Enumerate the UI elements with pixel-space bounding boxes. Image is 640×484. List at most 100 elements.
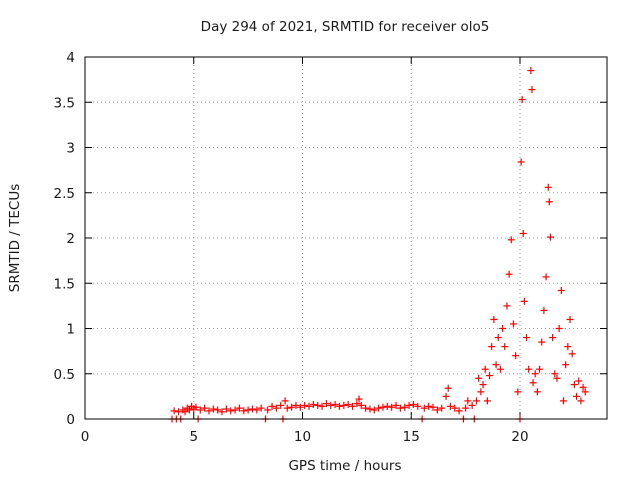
plot-frame xyxy=(84,56,608,420)
data-point xyxy=(433,406,441,414)
data-point xyxy=(566,315,574,323)
data-point xyxy=(218,408,226,416)
chart-title: Day 294 of 2021, SRMTID for receiver olo… xyxy=(201,19,490,35)
x-tick-label: 0 xyxy=(81,429,90,445)
y-tick-label: 2.5 xyxy=(54,186,75,202)
y-tick-label: 3.5 xyxy=(54,95,75,111)
data-point xyxy=(327,401,335,409)
data-point xyxy=(244,406,252,414)
data-point xyxy=(388,403,396,411)
data-point xyxy=(575,377,583,385)
data-point xyxy=(355,395,363,403)
data-point xyxy=(227,407,235,415)
data-point xyxy=(519,229,527,237)
data-point xyxy=(409,401,417,409)
data-point xyxy=(429,403,437,411)
data-point xyxy=(531,370,539,378)
data-point xyxy=(488,343,496,351)
data-point xyxy=(205,407,213,415)
data-point xyxy=(277,401,285,409)
data-point xyxy=(509,320,517,328)
data-point xyxy=(305,402,313,410)
data-point xyxy=(420,404,428,412)
data-point xyxy=(536,365,544,373)
data-point xyxy=(175,408,183,416)
data-point xyxy=(301,401,309,409)
x-tick-label: 20 xyxy=(511,429,528,445)
data-point xyxy=(201,404,209,412)
data-point xyxy=(494,334,502,342)
data-point xyxy=(288,403,296,411)
x-tick-label: 15 xyxy=(403,429,420,445)
y-tick-label: 0 xyxy=(66,412,75,428)
data-point xyxy=(570,381,578,389)
data-point xyxy=(396,404,404,412)
data-point xyxy=(568,350,576,358)
data-point xyxy=(362,404,370,412)
data-point xyxy=(314,401,322,409)
data-point xyxy=(555,325,563,332)
data-point xyxy=(383,402,391,410)
data-point xyxy=(318,402,326,410)
data-point xyxy=(414,402,422,410)
data-point xyxy=(253,406,261,414)
data-point xyxy=(322,400,330,408)
data-point xyxy=(475,374,483,382)
data-point xyxy=(486,372,494,380)
data-point xyxy=(296,403,304,411)
data-point xyxy=(546,233,554,241)
data-point xyxy=(496,365,504,373)
data-point xyxy=(379,403,387,411)
data-point xyxy=(562,361,570,369)
data-point xyxy=(520,297,528,305)
data-point xyxy=(401,403,409,411)
data-point xyxy=(549,334,557,342)
data-point xyxy=(192,403,200,411)
data-point xyxy=(455,407,463,415)
data-point xyxy=(181,408,189,416)
data-point xyxy=(370,406,378,414)
data-point xyxy=(514,388,522,396)
data-point xyxy=(444,384,452,392)
data-point xyxy=(525,365,533,373)
data-point xyxy=(501,343,509,351)
data-point xyxy=(503,302,511,310)
data-point xyxy=(477,388,485,396)
data-point xyxy=(540,306,548,314)
data-point xyxy=(518,96,526,104)
data-point xyxy=(573,392,581,400)
axis-ticks: 0 5 10 15 20 0 0.5 1 1.5 2 2.5 3 3.5 4 xyxy=(54,50,607,445)
x-tick-label: 5 xyxy=(189,429,198,445)
data-point xyxy=(533,388,541,396)
data-point xyxy=(281,397,289,405)
data-point xyxy=(581,388,589,396)
data-point xyxy=(464,397,472,405)
data-point xyxy=(196,406,204,414)
y-tick-label: 4 xyxy=(66,50,75,66)
data-point xyxy=(240,407,248,415)
data-point xyxy=(538,338,546,346)
data-point xyxy=(542,273,550,281)
data-point xyxy=(462,404,470,412)
data-point xyxy=(257,404,265,412)
data-point xyxy=(392,401,400,409)
data-point xyxy=(527,67,535,75)
data-point xyxy=(577,397,585,405)
y-tick-label: 3 xyxy=(66,141,75,157)
data-point xyxy=(479,381,487,389)
data-point xyxy=(473,397,480,405)
data-point xyxy=(366,405,374,413)
data-point xyxy=(248,405,256,413)
data-point xyxy=(209,405,217,413)
data-point xyxy=(451,404,459,412)
data-point xyxy=(545,198,553,206)
data-point xyxy=(483,397,491,405)
data-point xyxy=(481,365,489,373)
data-point xyxy=(353,400,361,408)
data-point xyxy=(340,401,348,409)
data-point xyxy=(507,236,515,244)
data-point xyxy=(505,270,513,278)
data-point xyxy=(544,183,552,191)
